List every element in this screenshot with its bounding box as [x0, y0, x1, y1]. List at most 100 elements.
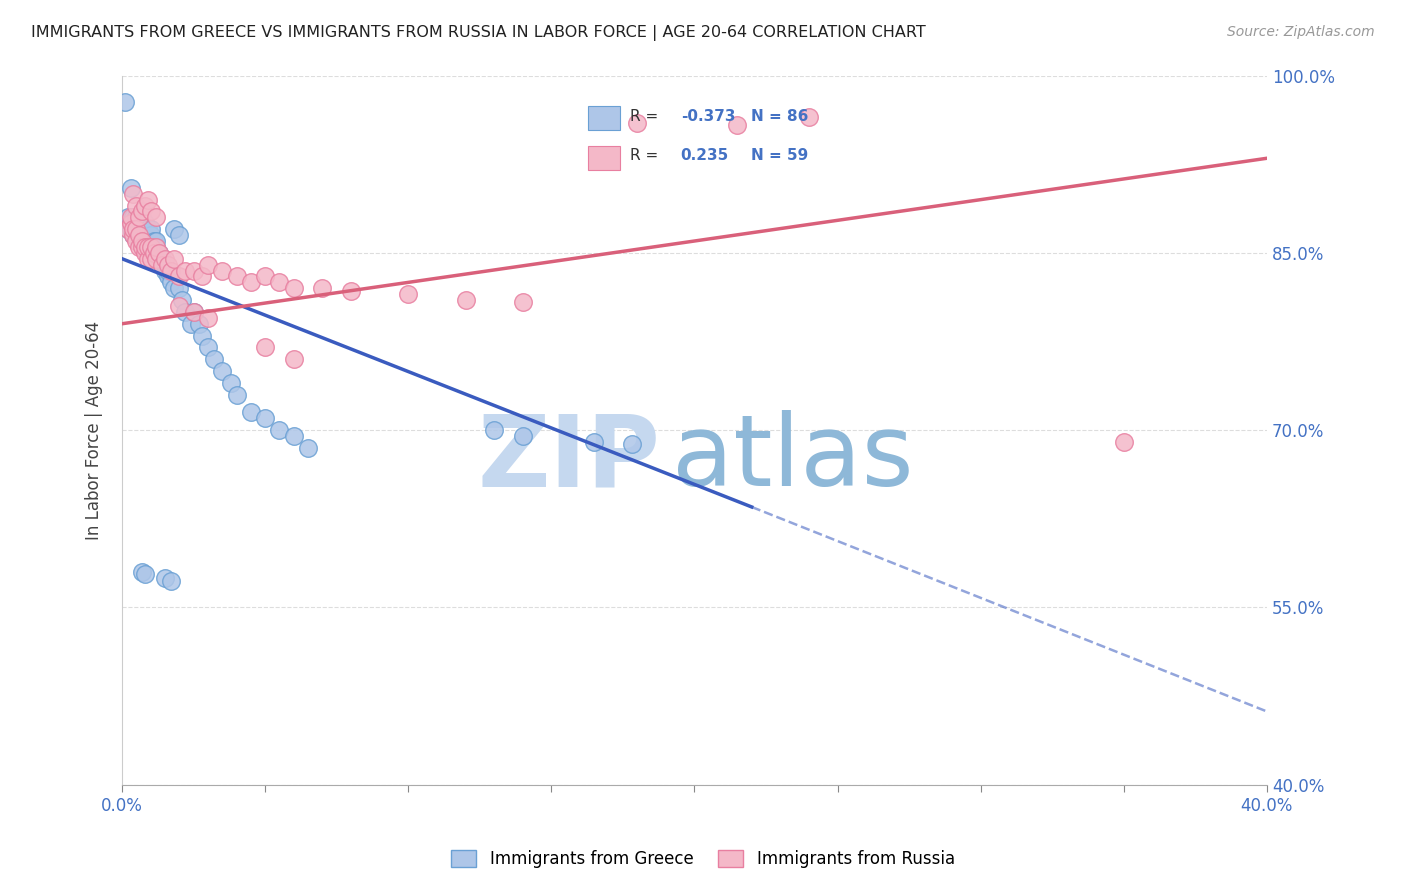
Point: [134, 240, 156, 254]
Point: [136, 193, 159, 207]
Point: [120, 211, 142, 225]
Point: [153, 252, 176, 266]
Point: [254, 411, 277, 425]
Point: [131, 240, 153, 254]
Point: [128, 216, 150, 230]
Point: [156, 263, 179, 277]
Text: ZIP: ZIP: [477, 410, 661, 507]
Point: [136, 234, 159, 248]
Point: [136, 228, 159, 243]
Point: [269, 276, 291, 290]
Point: [122, 186, 145, 201]
Point: [183, 305, 205, 319]
Point: [117, 222, 139, 236]
Point: [120, 222, 142, 236]
Point: [148, 245, 170, 260]
Point: [159, 574, 181, 589]
Point: [122, 228, 145, 243]
Point: [188, 317, 211, 331]
Point: [145, 240, 167, 254]
Point: [174, 263, 197, 277]
Point: [131, 234, 153, 248]
Point: [159, 263, 181, 277]
Point: [142, 245, 165, 260]
Point: [136, 234, 159, 248]
Point: [142, 240, 165, 254]
Point: [162, 252, 184, 266]
Point: [283, 352, 305, 367]
Point: [131, 211, 153, 225]
Point: [169, 228, 191, 243]
Point: [128, 240, 150, 254]
Point: [139, 252, 162, 266]
Point: [136, 222, 159, 236]
Point: [131, 204, 153, 219]
Point: [128, 228, 150, 243]
Point: [125, 222, 148, 236]
Point: [626, 116, 648, 130]
Point: [128, 234, 150, 248]
Point: [134, 222, 156, 236]
Point: [128, 222, 150, 236]
Point: [134, 567, 156, 582]
Point: [134, 228, 156, 243]
Point: [156, 258, 179, 272]
Point: [134, 234, 156, 248]
Point: [454, 293, 477, 307]
Point: [114, 95, 136, 109]
Y-axis label: In Labor Force | Age 20-64: In Labor Force | Age 20-64: [86, 320, 103, 540]
Legend: Immigrants from Greece, Immigrants from Russia: Immigrants from Greece, Immigrants from …: [444, 843, 962, 875]
Point: [191, 328, 214, 343]
Point: [150, 258, 173, 272]
Point: [197, 310, 219, 325]
Point: [139, 204, 162, 219]
Point: [134, 216, 156, 230]
Point: [136, 252, 159, 266]
Point: [139, 240, 162, 254]
Point: [283, 281, 305, 295]
Point: [174, 305, 197, 319]
Point: [219, 376, 242, 390]
Point: [583, 434, 606, 449]
Point: [162, 281, 184, 295]
Point: [139, 228, 162, 243]
Point: [169, 269, 191, 284]
Point: [125, 234, 148, 248]
Point: [512, 295, 534, 310]
Point: [131, 228, 153, 243]
Text: Source: ZipAtlas.com: Source: ZipAtlas.com: [1227, 25, 1375, 39]
Point: [211, 263, 233, 277]
Point: [340, 284, 363, 298]
Point: [128, 211, 150, 225]
Point: [122, 222, 145, 236]
Point: [239, 276, 262, 290]
Point: [128, 211, 150, 225]
Point: [150, 252, 173, 266]
Point: [125, 198, 148, 212]
Point: [283, 429, 305, 443]
Text: atlas: atlas: [672, 410, 914, 507]
Point: [145, 240, 167, 254]
Point: [142, 234, 165, 248]
Point: [125, 228, 148, 243]
Point: [254, 340, 277, 354]
Point: [169, 281, 191, 295]
Point: [156, 269, 179, 284]
Point: [148, 252, 170, 266]
Point: [125, 216, 148, 230]
Point: [145, 245, 167, 260]
Point: [482, 423, 505, 437]
Point: [122, 211, 145, 225]
Point: [145, 211, 167, 225]
Point: [134, 216, 156, 230]
Point: [117, 222, 139, 236]
Point: [122, 216, 145, 230]
Point: [131, 216, 153, 230]
Point: [311, 281, 333, 295]
Point: [512, 429, 534, 443]
Point: [225, 269, 247, 284]
Point: [162, 222, 184, 236]
Point: [139, 222, 162, 236]
Point: [169, 299, 191, 313]
Point: [134, 198, 156, 212]
